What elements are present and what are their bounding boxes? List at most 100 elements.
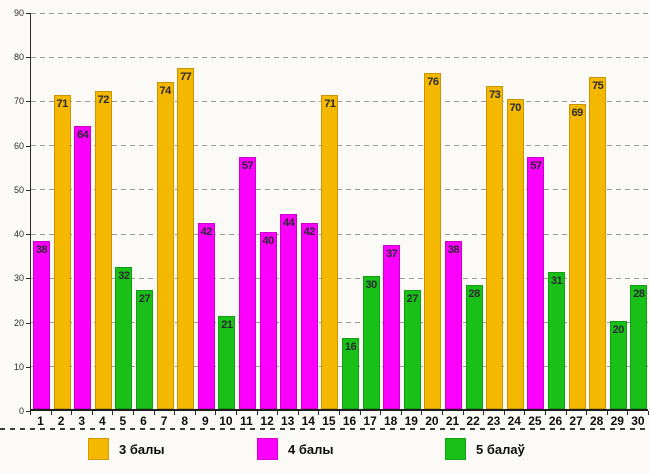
bar: 77 (177, 68, 195, 409)
bar: 42 (300, 223, 318, 409)
bar: 40 (259, 232, 277, 409)
x-axis-label: 30 (631, 414, 645, 428)
x-axis-tick-mark (112, 411, 114, 415)
bar: 73 (486, 86, 504, 409)
y-axis-tick-label: 0 (18, 406, 24, 416)
legend-item: 3 балы (88, 438, 164, 460)
gridline (31, 233, 648, 235)
x-axis-tick-mark (194, 411, 196, 415)
x-axis-label: 29 (610, 414, 624, 428)
x-axis-label: 20 (425, 414, 439, 428)
y-axis-tick-label: 30 (13, 273, 24, 284)
x-axis-label: 10 (219, 414, 233, 428)
bar: 74 (156, 82, 174, 409)
bar: 71 (321, 95, 339, 409)
x-axis-tick-mark (174, 411, 176, 415)
x-axis-label: 8 (181, 414, 189, 428)
bar-value-label: 70 (509, 102, 522, 114)
bar-value-label: 32 (118, 270, 130, 282)
x-axis-label: 3 (78, 414, 86, 428)
y-axis-tick-mark (26, 57, 31, 59)
x-axis-label: 5 (119, 414, 127, 428)
x-axis-label: 24 (507, 414, 521, 428)
bar-value-label: 72 (97, 94, 110, 106)
bar: 27 (136, 290, 153, 409)
x-axis-tick-mark (30, 411, 31, 415)
x-axis-label: 13 (281, 414, 295, 428)
bar: 75 (589, 77, 607, 409)
x-axis-tick-mark (91, 411, 93, 415)
bar-value-label: 44 (283, 217, 295, 229)
y-axis-tick-mark (26, 145, 31, 147)
bar: 76 (424, 73, 442, 409)
x-axis-tick-mark (339, 411, 340, 415)
bar: 44 (280, 214, 298, 409)
y-axis-tick-label: 20 (13, 317, 24, 328)
x-axis-tick-mark (133, 411, 134, 415)
x-axis-tick-mark (462, 411, 464, 415)
x-axis-tick-mark (318, 411, 320, 415)
bar: 16 (342, 338, 359, 409)
bar-value-label: 37 (386, 248, 398, 260)
x-axis-label: 16 (342, 414, 357, 428)
legend-separator-line (0, 428, 650, 430)
gridline (31, 322, 648, 324)
bar-value-label: 28 (633, 288, 645, 300)
x-axis-tick-mark (545, 411, 546, 415)
bar: 70 (506, 99, 524, 409)
y-axis-tick-label: 50 (13, 184, 24, 195)
bar-value-label: 38 (447, 244, 460, 256)
y-axis-tick-mark (26, 234, 31, 236)
x-axis-label: 19 (404, 414, 418, 428)
bar-value-label: 76 (427, 76, 439, 88)
x-axis-label: 18 (384, 414, 398, 428)
x-axis-tick-mark (565, 411, 567, 415)
bar-value-label: 40 (262, 235, 274, 247)
legend-label: 5 балаў (476, 441, 525, 457)
x-axis-label: 1 (37, 414, 44, 428)
x-axis-tick-mark (297, 411, 299, 415)
y-axis-tick-label: 80 (13, 52, 24, 63)
x-axis-label: 11 (240, 414, 253, 428)
y-axis-tick-label: 70 (13, 96, 24, 107)
gridline (31, 100, 648, 102)
bar-value-label: 20 (612, 324, 625, 336)
x-axis-label: 17 (363, 414, 377, 428)
bar-value-label: 38 (35, 244, 48, 256)
y-axis-tick-label: 90 (13, 8, 24, 18)
x-axis-tick-mark (400, 411, 402, 415)
bar: 27 (403, 290, 421, 409)
bar-value-label: 75 (592, 80, 604, 92)
bar-value-label: 21 (221, 319, 233, 331)
x-axis-label: 15 (322, 414, 336, 428)
legend-label: 3 балы (119, 441, 165, 457)
x-axis-tick-mark (215, 411, 217, 415)
x-axis-tick-mark (524, 411, 526, 415)
bar: 28 (465, 285, 483, 409)
x-axis-tick-mark (483, 411, 485, 415)
bar: 32 (115, 267, 133, 409)
bar-value-label: 57 (530, 160, 542, 172)
bar-value-label: 27 (138, 293, 151, 305)
bar: 42 (197, 223, 215, 409)
bar: 57 (239, 157, 256, 409)
x-axis-label: 26 (548, 414, 563, 428)
legend-swatch-3-baly (88, 438, 109, 460)
y-axis-tick-mark (26, 322, 31, 324)
x-axis-label: 2 (57, 414, 65, 428)
bar-value-label: 69 (571, 107, 583, 119)
x-axis-label: 27 (569, 414, 583, 428)
bar: 37 (383, 245, 401, 409)
plot-area: 38 71 64 72 32 27 74 77 42 21 57 40 44 42 71 16 30 37 27 76… (30, 12, 648, 411)
x-axis-tick-mark (442, 411, 443, 415)
legend-label: 4 балы (288, 441, 334, 457)
bar-value-label: 42 (200, 226, 213, 238)
y-axis-tick-mark (26, 411, 31, 412)
bar: 38 (445, 241, 462, 409)
bar: 69 (568, 104, 586, 409)
x-axis-label: 23 (487, 414, 501, 428)
x-axis-tick-mark (606, 411, 608, 415)
bar: 20 (609, 321, 627, 409)
gridline (31, 56, 648, 58)
